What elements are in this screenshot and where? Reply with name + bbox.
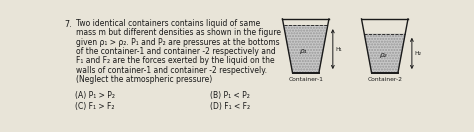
Text: given ρ₁ > ρ₂. P₁ and P₂ are pressures at the bottoms: given ρ₁ > ρ₂. P₁ and P₂ are pressures a…	[76, 38, 280, 47]
Text: H₁: H₁	[335, 47, 342, 52]
Text: ρ₂: ρ₂	[379, 52, 387, 58]
Text: (A) P₁ > P₂: (A) P₁ > P₂	[75, 91, 115, 100]
Text: (C) F₁ > F₂: (C) F₁ > F₂	[75, 102, 114, 111]
Text: Two identical containers contains liquid of same: Two identical containers contains liquid…	[76, 19, 261, 28]
Text: ρ₁: ρ₁	[301, 48, 308, 54]
Text: of the container-1 and container -2 respectively and: of the container-1 and container -2 resp…	[76, 47, 276, 56]
Text: H₂: H₂	[414, 51, 421, 56]
Polygon shape	[283, 25, 328, 73]
Polygon shape	[365, 34, 405, 73]
Text: (D) F₁ < F₂: (D) F₁ < F₂	[210, 102, 250, 111]
Text: walls of container-1 and container -2 respectively.: walls of container-1 and container -2 re…	[76, 66, 267, 75]
Text: 7.: 7.	[64, 20, 73, 29]
Text: Container-1: Container-1	[288, 77, 323, 82]
Text: (Neglect the atmospheric pressure): (Neglect the atmospheric pressure)	[76, 75, 212, 84]
Text: F₁ and F₂ are the forces exerted by the liquid on the: F₁ and F₂ are the forces exerted by the …	[76, 56, 275, 65]
Text: Container-2: Container-2	[367, 77, 402, 82]
Text: (B) P₁ < P₂: (B) P₁ < P₂	[210, 91, 250, 100]
Text: mass m but different densities as shown in the figure: mass m but different densities as shown …	[76, 28, 281, 37]
